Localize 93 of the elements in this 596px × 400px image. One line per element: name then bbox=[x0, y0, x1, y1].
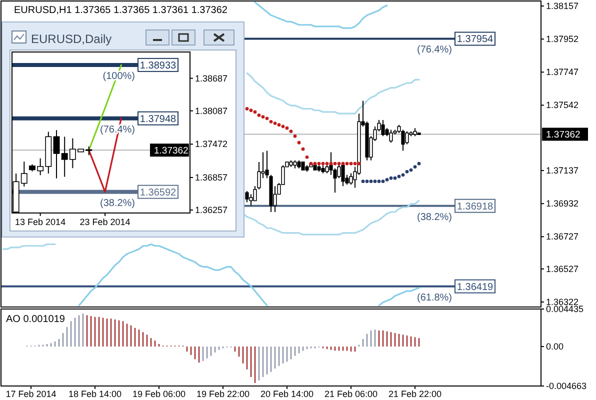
annotation: (61.8%) bbox=[416, 292, 452, 304]
point bbox=[261, 115, 265, 119]
point bbox=[281, 124, 285, 128]
annotation: (38.2%) bbox=[100, 198, 135, 209]
candlestick bbox=[405, 130, 409, 145]
annotation: (38.2%) bbox=[416, 212, 452, 223]
point bbox=[345, 162, 349, 166]
x-tick-label: 21 Feb 06:00 bbox=[324, 389, 378, 399]
ref-line-label: 1.37362 bbox=[546, 130, 580, 141]
point bbox=[361, 180, 365, 184]
point bbox=[273, 122, 277, 125]
x-tick-label: 19 Feb 06:00 bbox=[132, 389, 186, 399]
point bbox=[369, 180, 373, 184]
y-tick-label: 1.36257 bbox=[195, 205, 228, 216]
point bbox=[257, 114, 261, 117]
chart-title: EURUSD,H1 1.37365 1.37365 1.37361 1.37362 bbox=[14, 5, 228, 16]
point bbox=[269, 120, 273, 124]
ref-line-label: 1.37948 bbox=[140, 114, 177, 125]
y-tick-label: 1.36857 bbox=[195, 172, 228, 182]
y-tick-label: 1.36932 bbox=[546, 198, 579, 209]
point bbox=[249, 108, 253, 112]
point bbox=[397, 174, 401, 178]
x-tick-label: 18 Feb 14:00 bbox=[68, 389, 122, 399]
point bbox=[393, 176, 397, 180]
point bbox=[289, 130, 293, 134]
point bbox=[293, 134, 297, 138]
candlestick bbox=[341, 163, 345, 187]
x-tick-label: 13 Feb 2014 bbox=[15, 217, 66, 227]
point bbox=[253, 110, 257, 114]
point bbox=[285, 126, 289, 130]
ref-line-label: 1.36918 bbox=[456, 201, 494, 212]
candlestick bbox=[245, 190, 249, 203]
point bbox=[373, 180, 377, 184]
ref-line-label: 1.36419 bbox=[456, 282, 494, 293]
point bbox=[245, 107, 249, 110]
point bbox=[325, 162, 329, 166]
x-tick-label: 23 Feb 2014 bbox=[80, 217, 130, 227]
y-tick-label: 1.38687 bbox=[195, 73, 228, 84]
point bbox=[377, 180, 381, 184]
x-tick-label: 17 Feb 2014 bbox=[6, 389, 56, 399]
y-tick-label: 1.37542 bbox=[546, 100, 579, 110]
x-tick-label: 20 Feb 14:00 bbox=[260, 389, 314, 399]
chart-title: EURUSD,Daily bbox=[31, 32, 112, 46]
point bbox=[297, 140, 301, 144]
point bbox=[317, 162, 321, 166]
y-tick-label: 1.37472 bbox=[195, 139, 228, 150]
point bbox=[349, 162, 353, 166]
point bbox=[301, 147, 305, 151]
point bbox=[389, 176, 393, 180]
point bbox=[277, 123, 281, 127]
point bbox=[313, 162, 317, 166]
point bbox=[321, 162, 325, 166]
x-tick-label: 19 Feb 22:00 bbox=[196, 389, 250, 399]
ref-line-label: 1.37954 bbox=[456, 34, 494, 46]
point bbox=[413, 165, 417, 169]
ref-line-label: 1.38933 bbox=[140, 60, 177, 72]
y-tick-label: 0.00 bbox=[546, 342, 564, 352]
y-tick-label: 1.38157 bbox=[546, 1, 579, 11]
y-tick-label: 0.004435 bbox=[546, 304, 584, 314]
point bbox=[341, 162, 345, 166]
annotation: (76.4%) bbox=[416, 44, 452, 56]
point bbox=[365, 180, 369, 184]
point bbox=[353, 162, 357, 166]
point bbox=[337, 162, 341, 166]
candlestick bbox=[381, 120, 385, 137]
text: AO 0.001019 bbox=[6, 314, 66, 325]
point bbox=[401, 173, 405, 177]
y-tick-label: -0.004663 bbox=[546, 381, 587, 391]
point bbox=[417, 162, 421, 166]
y-tick-label: 1.36727 bbox=[546, 232, 579, 242]
x-tick-label: 21 Feb 22:00 bbox=[388, 389, 442, 399]
line-series bbox=[254, 1, 388, 29]
point bbox=[385, 178, 389, 182]
y-tick-label: 1.36527 bbox=[546, 264, 579, 274]
candlestick bbox=[389, 129, 393, 144]
ref-line-label: 1.36592 bbox=[140, 187, 177, 198]
point bbox=[405, 170, 409, 174]
ref-line-label: 1.37362 bbox=[154, 146, 188, 157]
y-tick-label: 1.37137 bbox=[546, 166, 579, 176]
y-tick-label: 1.37952 bbox=[546, 34, 579, 44]
y-tick-label: 1.37747 bbox=[546, 67, 579, 78]
y-tick-label: 1.38087 bbox=[195, 106, 228, 116]
candlestick bbox=[401, 129, 405, 152]
point bbox=[265, 116, 269, 120]
point bbox=[409, 168, 413, 172]
y-tick-label: 1.36322 bbox=[546, 297, 579, 307]
candlestick bbox=[53, 130, 60, 179]
point bbox=[305, 155, 309, 159]
point bbox=[333, 162, 337, 166]
line-series bbox=[246, 72, 420, 114]
point bbox=[381, 180, 385, 184]
point bbox=[329, 162, 333, 166]
point bbox=[357, 162, 361, 166]
